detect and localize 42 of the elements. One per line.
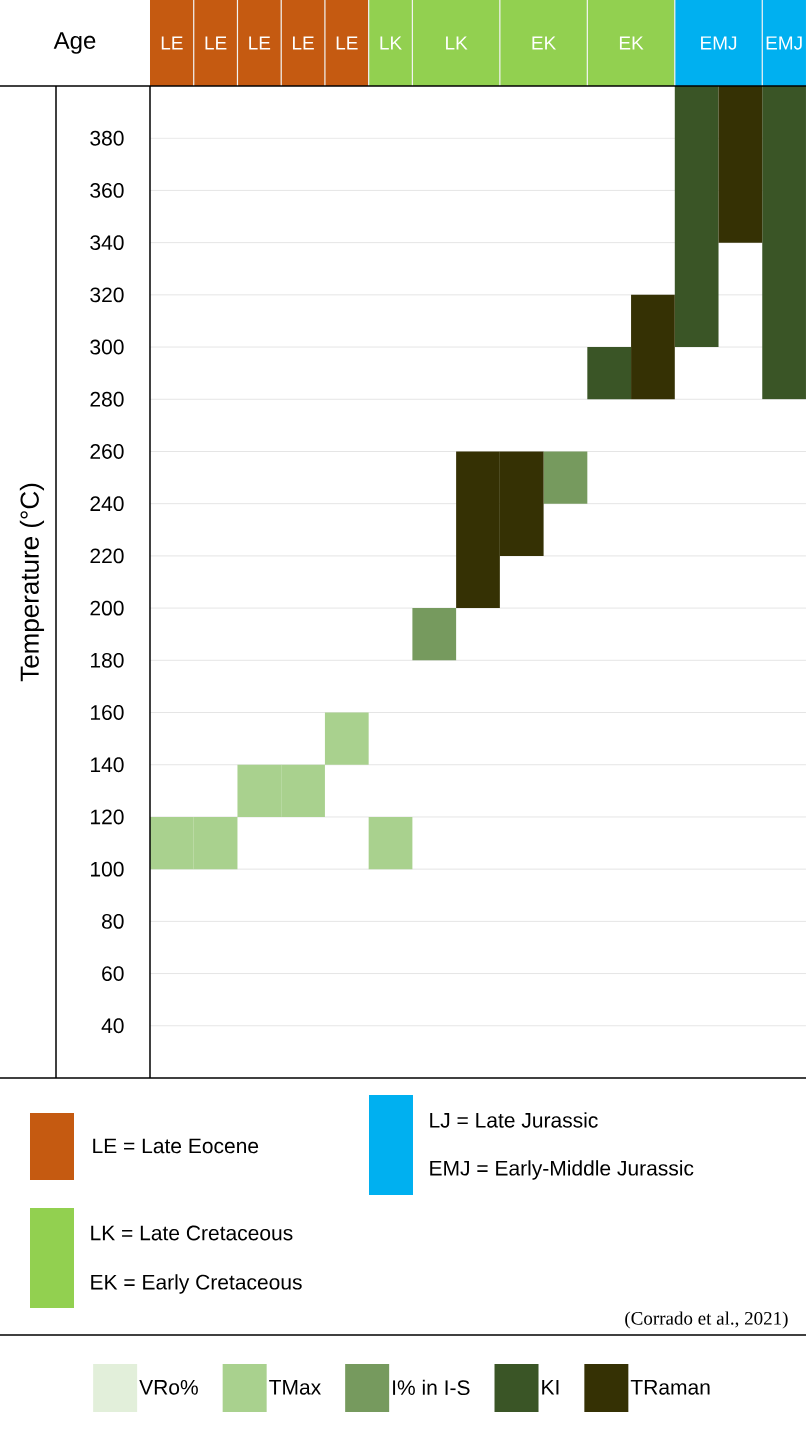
y-tick-label: 120 xyxy=(91,809,124,825)
x-tick-label: LK xyxy=(446,36,468,50)
text: LE = Late Eocene xyxy=(93,1138,259,1154)
x-tick-label: LE xyxy=(249,36,271,50)
y-tick-label: 320 xyxy=(90,287,124,303)
text: EK = Early Cretaceous xyxy=(91,1274,302,1294)
x-tick-label: EMJ xyxy=(701,36,737,50)
y-tick-label: 380 xyxy=(90,130,124,146)
y-tick-label: 340 xyxy=(90,235,124,251)
y-tick-label: 80 xyxy=(102,913,124,929)
x-tick-label: EMJ xyxy=(766,36,802,50)
legend-label: TRaman xyxy=(630,1380,710,1395)
y-tick-label: 40 xyxy=(101,1018,124,1034)
x-tick-label: LE xyxy=(161,36,183,50)
y-tick-label: 60 xyxy=(102,966,124,982)
y-tick-label: 200 xyxy=(90,600,124,616)
legend-label: KI xyxy=(542,1380,559,1395)
text: (Corrado et al., 2021) xyxy=(625,1311,788,1329)
x-tick-label: LE xyxy=(336,36,358,50)
y-tick-label: 260 xyxy=(90,444,124,459)
x-axis-title: Age xyxy=(53,32,96,54)
y-tick-label: 300 xyxy=(90,339,124,355)
y-tick-label: 180 xyxy=(91,652,124,668)
legend-label: I% in I-S xyxy=(393,1379,470,1396)
x-tick-label: LE xyxy=(205,36,227,50)
x-tick-label: EK xyxy=(532,36,557,50)
y-tick-label: 140 xyxy=(91,757,124,773)
text: LK = Late Cretaceous xyxy=(91,1225,293,1241)
text: LJ = Late Jurassic xyxy=(430,1112,598,1128)
y-tick-label: 240 xyxy=(90,496,124,512)
y-tick-label: 280 xyxy=(90,391,124,407)
y-tick-label: 160 xyxy=(91,705,124,720)
text: EMJ = Early-Middle Jurassic xyxy=(430,1160,694,1180)
y-tick-label: 220 xyxy=(90,548,124,564)
legend-label: VRo% xyxy=(139,1379,198,1395)
y-axis-title: Temperature (°C) xyxy=(19,483,45,682)
x-tick-label: LK xyxy=(380,36,402,50)
y-tick-label: 100 xyxy=(91,861,124,877)
x-tick-label: EK xyxy=(619,36,644,50)
x-tick-label: LE xyxy=(293,36,314,50)
y-tick-label: 360 xyxy=(90,182,124,198)
legend-label: TMax xyxy=(269,1380,321,1395)
